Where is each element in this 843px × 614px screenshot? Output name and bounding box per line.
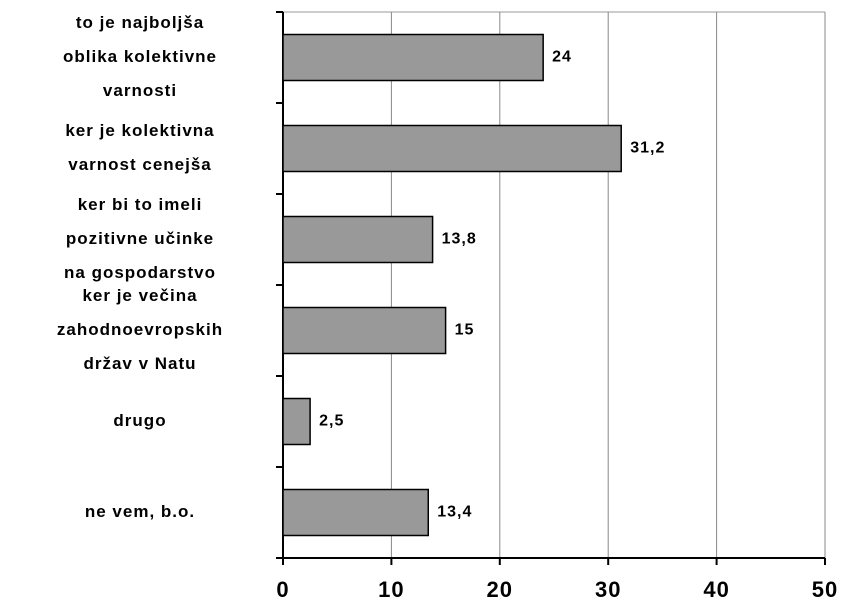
y-tick-label: zahodnoevropskih	[57, 320, 223, 339]
bar	[282, 124, 622, 173]
y-tick-label: ker je kolektivna	[65, 121, 214, 140]
y-tick-label: ne vem, b.o.	[85, 502, 195, 521]
value-label: 31,2	[630, 140, 665, 157]
bar	[282, 33, 544, 82]
x-tick-label: 30	[595, 577, 621, 602]
value-label: 13,4	[437, 504, 472, 521]
x-tick-label: 20	[487, 577, 513, 602]
bar	[282, 215, 434, 264]
value-label: 24	[552, 49, 572, 66]
value-label: 15	[455, 322, 475, 339]
y-tick-label: ker bi to imeli	[78, 195, 203, 214]
bar	[282, 488, 430, 537]
y-tick-label: držav v Natu	[83, 354, 196, 373]
x-tick-label: 0	[276, 577, 289, 602]
value-label: 13,8	[442, 231, 477, 248]
value-label: 2,5	[319, 413, 344, 430]
y-tick-label: pozitivne učinke	[66, 229, 214, 248]
y-tick-label: drugo	[113, 411, 166, 430]
y-tick-label: varnosti	[103, 81, 177, 100]
y-tick-label: oblika kolektivne	[63, 47, 217, 66]
x-tick-label: 50	[812, 577, 838, 602]
x-tick-label: 40	[703, 577, 729, 602]
bar	[282, 306, 447, 355]
bar	[282, 397, 311, 446]
y-tick-label: to je najboljša	[76, 13, 204, 32]
x-tick-label: 10	[378, 577, 404, 602]
y-tick-label: ker je večina	[82, 286, 197, 305]
y-tick-label: na gospodarstvo	[64, 263, 216, 282]
y-tick-label: varnost cenejša	[68, 155, 212, 174]
